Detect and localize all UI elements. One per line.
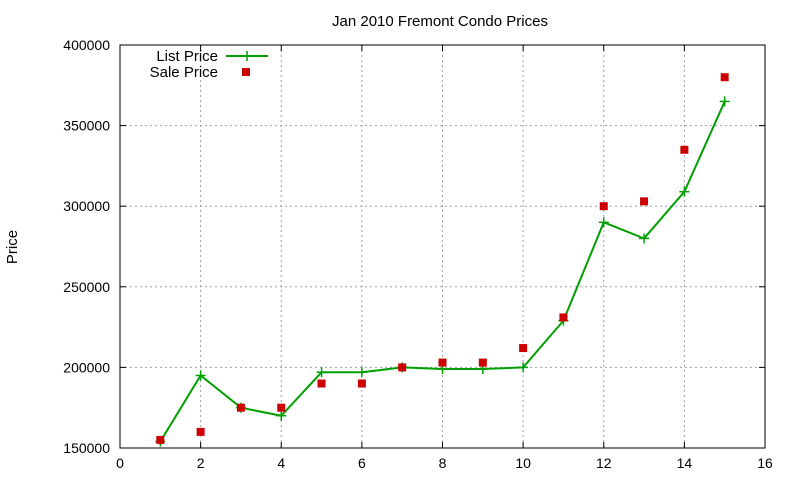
- list-price-point: [639, 233, 650, 244]
- list-price-point: [679, 186, 690, 197]
- x-tick-label: 10: [515, 455, 531, 471]
- list-price-point: [598, 217, 609, 228]
- sale-price-point: [438, 358, 447, 367]
- axes: 0 2 4 6 8 10 12 14 16 150000 200000 250000 300000 350…: [63, 37, 773, 471]
- list-price-point: [356, 367, 367, 378]
- x-tick-label: 14: [677, 455, 693, 471]
- x-tick-label: 0: [116, 455, 124, 471]
- y-tick-label: 350000: [63, 118, 110, 134]
- sale-price-point: [599, 202, 608, 211]
- y-tick-label: 150000: [63, 440, 110, 456]
- x-tick-label: 12: [596, 455, 612, 471]
- x-tick-label: 2: [197, 455, 205, 471]
- sale-price-point: [277, 403, 286, 412]
- x-tick-label: 16: [757, 455, 773, 471]
- sale-price-point: [559, 313, 568, 322]
- list-price-point: [316, 367, 327, 378]
- sale-price-point: [640, 197, 649, 206]
- sale-price-point: [519, 344, 528, 353]
- sale-price-point: [236, 403, 245, 412]
- list-price-point: [719, 96, 730, 107]
- legend-label-list-price: List Price: [156, 48, 218, 65]
- sale-price-point: [156, 435, 165, 444]
- sale-price-series: [156, 73, 729, 444]
- sale-price-point: [478, 358, 487, 367]
- list-price-point: [276, 410, 287, 421]
- y-axis-label: Price: [4, 230, 21, 264]
- sale-price-point: [720, 73, 729, 82]
- x-tick-label: 8: [439, 455, 447, 471]
- x-tick-label: 4: [277, 455, 285, 471]
- list-price-point: [518, 362, 529, 373]
- sale-price-point: [357, 379, 366, 388]
- y-tick-label: 400000: [63, 37, 110, 53]
- sale-price-point: [317, 379, 326, 388]
- legend-marker-list-price: [242, 51, 252, 61]
- y-tick-label: 300000: [63, 198, 110, 214]
- x-tick-label: 6: [358, 455, 366, 471]
- series: [155, 73, 730, 447]
- sale-price-point: [398, 363, 407, 372]
- y-tick-label: 200000: [63, 359, 110, 375]
- chart-title: Jan 2010 Fremont Condo Prices: [332, 13, 548, 30]
- legend-marker-sale-price: [242, 68, 250, 76]
- legend-label-sale-price: Sale Price: [150, 64, 218, 81]
- sale-price-point: [196, 427, 205, 436]
- list-price-point: [195, 370, 206, 381]
- y-tick-label: 250000: [63, 279, 110, 295]
- sale-price-point: [680, 145, 689, 154]
